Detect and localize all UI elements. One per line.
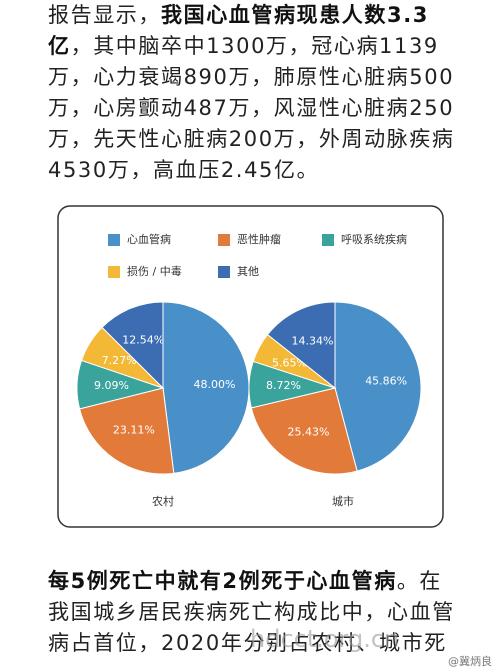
text-line: 我国城乡居民疾病死亡构成比中，心血管 xyxy=(48,600,455,624)
text-segment: 报告显示， xyxy=(48,3,161,27)
legend-swatch xyxy=(108,234,120,246)
pie-slice xyxy=(101,301,164,390)
slice-label: 12.54% xyxy=(122,333,164,346)
slice-label: 8.72% xyxy=(266,379,301,392)
text-segment: 每5例死亡中就有2例死于心血管病 xyxy=(48,569,397,593)
watermark: @冀炳良 xyxy=(448,654,492,668)
pie-slice xyxy=(334,301,422,472)
legend-label: 心血管病 xyxy=(127,232,171,246)
pie-title: 城市 xyxy=(332,494,354,508)
slice-label: 7.27% xyxy=(102,354,137,367)
slice-label: 48.00% xyxy=(194,378,236,391)
text-line: 报告显示，我国心血管病现患人数3.3 xyxy=(48,3,429,27)
legend-label: 损伤 / 中毒 xyxy=(127,264,182,278)
text-segment: 病占首位，2020年分别占农村、城市死 xyxy=(48,631,447,655)
text-segment: 。在 xyxy=(397,569,442,593)
text-segment: 万，先天性心脏病200万，外周动脉疾病 xyxy=(48,127,454,151)
pie-slice xyxy=(266,301,336,390)
slice-label: 23.11% xyxy=(113,424,155,437)
pie-slice xyxy=(250,387,358,475)
slice-label: 14.34% xyxy=(292,335,334,348)
text-line: 病占首位，2020年分别占农村、城市死 xyxy=(48,631,447,655)
text-line: 万，心力衰竭890万，肺原性心脏病500 xyxy=(48,65,454,89)
watermark: hdcct.org.cn xyxy=(250,625,399,653)
text-segment: 亿 xyxy=(48,34,71,58)
text-segment: ，其中脑卒中1300万，冠心病1139 xyxy=(71,34,439,58)
slice-label: 45.86% xyxy=(365,374,407,387)
text-segment: 我国城乡居民疾病死亡构成比中，心血管 xyxy=(48,600,455,624)
text-segment: 4530万，高血压2.45亿。 xyxy=(48,158,319,182)
slice-label: 25.43% xyxy=(288,425,330,438)
pie-title: 农村 xyxy=(152,494,174,508)
legend-swatch xyxy=(322,234,334,246)
legend-swatch xyxy=(218,234,230,246)
text-segment: 万，心力衰竭890万，肺原性心脏病500 xyxy=(48,65,454,89)
text-line: 亿，其中脑卒中1300万，冠心病1139 xyxy=(48,34,439,58)
text-line: 万，先天性心脏病200万，外周动脉疾病 xyxy=(48,127,454,151)
legend-swatch xyxy=(218,266,230,278)
text-line: 每5例死亡中就有2例死于心血管病。在 xyxy=(48,569,442,593)
slice-label: 5.65% xyxy=(272,357,307,370)
pie-slice xyxy=(78,387,175,475)
legend-label: 恶性肿瘤 xyxy=(237,232,281,246)
legend-label: 呼吸系统疾病 xyxy=(341,232,407,246)
text-line: 4530万，高血压2.45亿。 xyxy=(48,158,319,182)
legend-swatch xyxy=(108,266,120,278)
legend-label: 其他 xyxy=(237,265,259,278)
text-segment: 万，心房颤动487万，风湿性心脏病250 xyxy=(48,96,454,120)
slice-label: 9.09% xyxy=(94,379,129,392)
text-line: 万，心房颤动487万，风湿性心脏病250 xyxy=(48,96,454,120)
text-segment: 我国心血管病现患人数3.3 xyxy=(161,3,429,27)
